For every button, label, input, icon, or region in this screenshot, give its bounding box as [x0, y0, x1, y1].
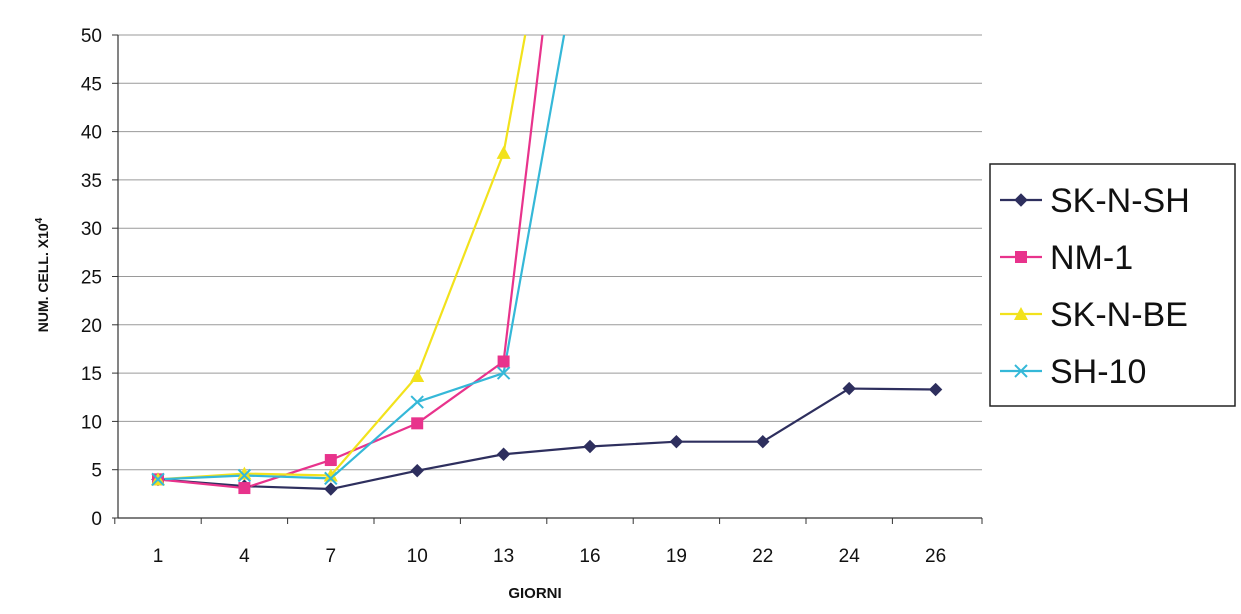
data-point-diamond	[928, 382, 943, 397]
y-axis-title: NUM. CELL. X104	[34, 217, 51, 332]
series-markers	[151, 145, 943, 496]
x-marker-stroke	[496, 366, 511, 380]
series-line-sh-10	[157, 34, 566, 481]
series-line-sk-n-sh	[157, 387, 936, 491]
y-tick-label: 20	[81, 316, 102, 337]
legend-item-nm-1: NM-1	[1000, 239, 1133, 277]
x-marker-stroke	[324, 471, 338, 486]
data-point-triangle	[237, 466, 252, 480]
x-tick-label: 13	[493, 546, 514, 567]
y-axis-title-main: NUM. CELL. X10	[35, 223, 51, 332]
axes: 0 5 10 15 20 25 30 35 40 45 50 1 4 7 10 13 16 19 22 24 26	[81, 26, 983, 567]
y-tick-label: 15	[81, 364, 102, 385]
data-point-square	[1015, 251, 1027, 263]
data-point-x	[410, 395, 424, 409]
legend-label: SK-N-BE	[1050, 296, 1188, 334]
x-marker-stroke	[410, 395, 424, 409]
x-tick-label: 7	[326, 546, 337, 567]
series-line-sk-n-be	[157, 34, 527, 481]
data-point-x	[151, 472, 165, 487]
data-point-diamond	[496, 447, 511, 461]
legend-label: SH-10	[1050, 353, 1146, 391]
series-line-nm-1	[157, 34, 544, 490]
data-point-diamond	[410, 463, 424, 478]
data-point-square	[411, 417, 424, 430]
legend-label: NM-1	[1050, 239, 1133, 277]
y-tick-label: 50	[81, 26, 102, 47]
y-tick-label: 5	[91, 461, 102, 482]
x-marker-stroke	[237, 468, 252, 483]
gridlines	[118, 34, 982, 471]
y-tick-label: 30	[81, 219, 102, 240]
y-tick-label: 0	[91, 509, 102, 530]
x-tick-label: 16	[579, 546, 600, 567]
x-marker-stroke	[1014, 364, 1028, 378]
y-tick-label: 10	[81, 412, 102, 433]
data-point-x	[496, 366, 511, 380]
data-point-diamond	[669, 434, 684, 449]
data-point-x	[237, 468, 252, 483]
legend-item-sh-10: SH-10	[1000, 353, 1146, 391]
x-marker-stroke	[151, 472, 165, 487]
data-point-triangle	[1014, 307, 1028, 320]
x-tick-label: 24	[839, 546, 861, 567]
data-point-diamond	[756, 434, 770, 449]
series-lines	[157, 34, 936, 491]
data-point-triangle	[323, 468, 338, 482]
legend-item-sk-n-be: SK-N-BE	[1000, 296, 1188, 334]
data-point-diamond	[1014, 193, 1028, 207]
data-point-square	[324, 454, 337, 467]
x-tick-label: 1	[153, 546, 164, 567]
legend-box	[989, 163, 1236, 407]
data-point-square	[497, 355, 510, 368]
y-tick-label: 25	[81, 268, 102, 289]
data-point-square	[238, 482, 251, 495]
legend: SK-N-SH NM-1 SK-N-BE SH-10	[989, 163, 1236, 407]
x-tick-label: 19	[666, 546, 687, 567]
data-point-x	[1014, 364, 1028, 378]
data-point-triangle	[496, 145, 511, 159]
y-tick-label: 45	[81, 74, 102, 95]
x-axis-title: GIORNI	[508, 585, 561, 602]
y-tick-label: 40	[81, 123, 102, 144]
y-axis-title-exponent: 4	[34, 217, 45, 223]
x-tick-label: 26	[925, 546, 946, 567]
legend-label: SK-N-SH	[1050, 182, 1190, 220]
x-tick-label: 4	[239, 546, 250, 567]
legend-item-sk-n-sh: SK-N-SH	[1000, 182, 1190, 220]
data-point-triangle	[410, 368, 425, 382]
data-point-diamond	[324, 482, 338, 496]
data-point-x	[324, 471, 338, 486]
data-point-diamond	[842, 381, 856, 396]
y-tick-label: 35	[81, 171, 102, 192]
x-tick-label: 22	[752, 546, 773, 567]
data-point-diamond	[583, 439, 597, 454]
x-tick-label: 10	[407, 546, 428, 567]
